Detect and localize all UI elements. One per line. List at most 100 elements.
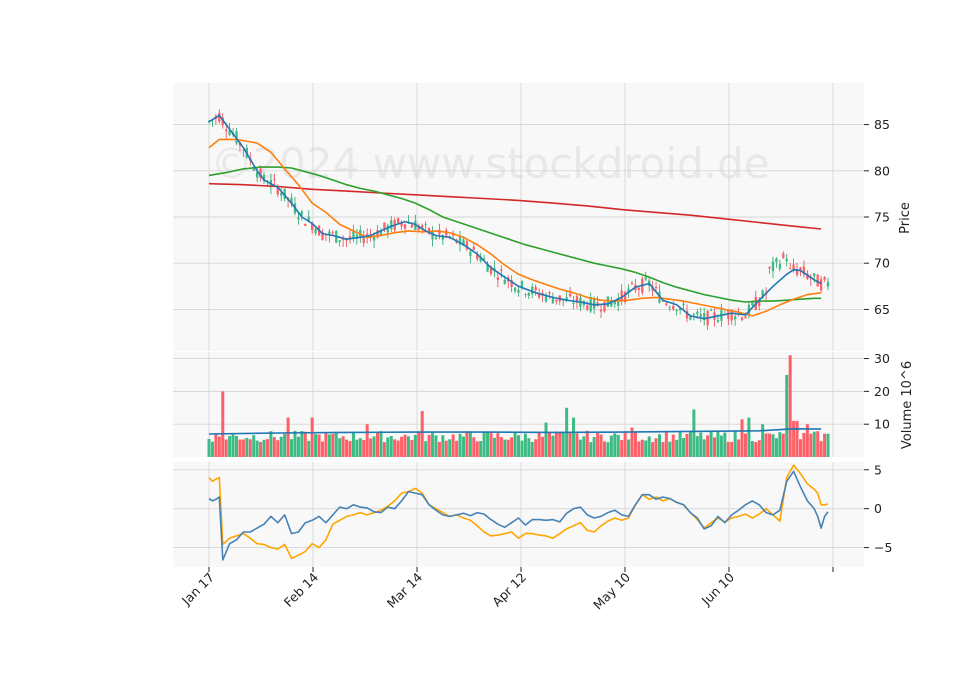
volume-tick-label-2: 30 [874,351,890,366]
candle-body [537,294,541,298]
candle [362,230,365,248]
volume-bar [530,442,534,457]
candle [730,309,733,326]
volume-bar [726,441,730,457]
candle [379,228,383,236]
candle [314,227,317,236]
volume-bar [427,435,431,457]
candle-body [434,237,438,239]
volume-bar [602,441,606,457]
volume-bar [307,440,311,457]
candle-body [452,234,455,236]
macd-line [208,470,829,561]
volume-bar [692,409,696,457]
volume-bar [537,432,541,457]
volume-bar [413,434,417,457]
volume-bar [379,431,383,457]
candle [703,307,706,326]
candle-body [297,217,300,220]
candle [785,254,788,267]
volume-bar [730,441,734,457]
volume-bar [303,431,307,457]
candle [826,277,830,291]
candle [548,290,551,300]
candle [740,316,744,322]
candle-body [479,257,482,262]
candle-body [273,179,276,181]
volume-bar [826,433,830,457]
candle-body [259,168,262,179]
volume-bar [637,441,641,457]
candle-body [314,228,317,234]
candle [403,223,407,235]
candle [396,217,400,225]
candle-body [458,236,462,245]
volume-bar [455,440,459,457]
volume-bar [372,436,376,457]
candle-body [799,267,802,271]
candle [338,240,341,247]
candle-body [225,129,228,132]
candle-body [603,301,606,312]
candle [482,254,486,261]
candle-body [400,223,403,227]
volume-bar [510,437,514,457]
volume-ma-line [208,428,822,435]
candle-body [782,253,785,258]
candle [321,228,324,241]
volume-panel: 10 20 30 Volume 10^6 [173,351,915,457]
candle [672,300,675,311]
volume-bar [757,440,761,457]
candle-body [534,287,537,291]
volume-bar [461,436,465,457]
volume-bar [358,438,362,457]
volume-bar [441,435,445,457]
volume-bar [420,411,424,457]
volume-bar [823,433,827,457]
volume-bar [568,432,572,457]
candle [476,250,479,262]
candle-body [396,218,400,223]
candle-body [500,269,503,272]
candle [534,284,537,296]
candle [390,215,393,233]
volume-bar [369,438,373,457]
candle [802,260,806,278]
volume-bar [207,439,211,457]
candle-body [785,258,788,262]
candle-body [692,314,696,316]
candle-body [613,301,616,305]
volume-bar [743,433,747,457]
sma-slow-line [208,166,822,303]
candle [300,209,303,221]
volume-bar [241,439,245,457]
volume-bar [475,441,479,457]
candle-body [472,247,475,250]
candle-body [699,314,702,317]
candle [709,308,713,311]
volume-bar [523,433,527,457]
volume-bar [279,436,283,457]
candle [778,259,782,272]
candle-body [280,192,283,196]
candle [262,171,266,185]
volume-bar [520,440,524,457]
volume-bar [792,420,796,457]
volume-bar [771,434,775,457]
candle-body [551,298,555,304]
volume-bar [448,439,452,457]
candle-body [678,307,682,311]
volume-average-line [208,428,822,435]
volume-bar [444,440,448,457]
volume-bar [761,424,765,457]
candle-body [410,224,414,228]
candle [510,275,513,293]
price-tick-label-0: 65 [874,302,890,317]
candle-body [218,113,221,122]
volume-bar [657,434,661,457]
macd-tick-label-0: −5 [874,540,892,555]
candle-body [372,235,376,241]
volume-bar [300,430,304,457]
candle [823,276,826,283]
candle-body [510,280,513,287]
